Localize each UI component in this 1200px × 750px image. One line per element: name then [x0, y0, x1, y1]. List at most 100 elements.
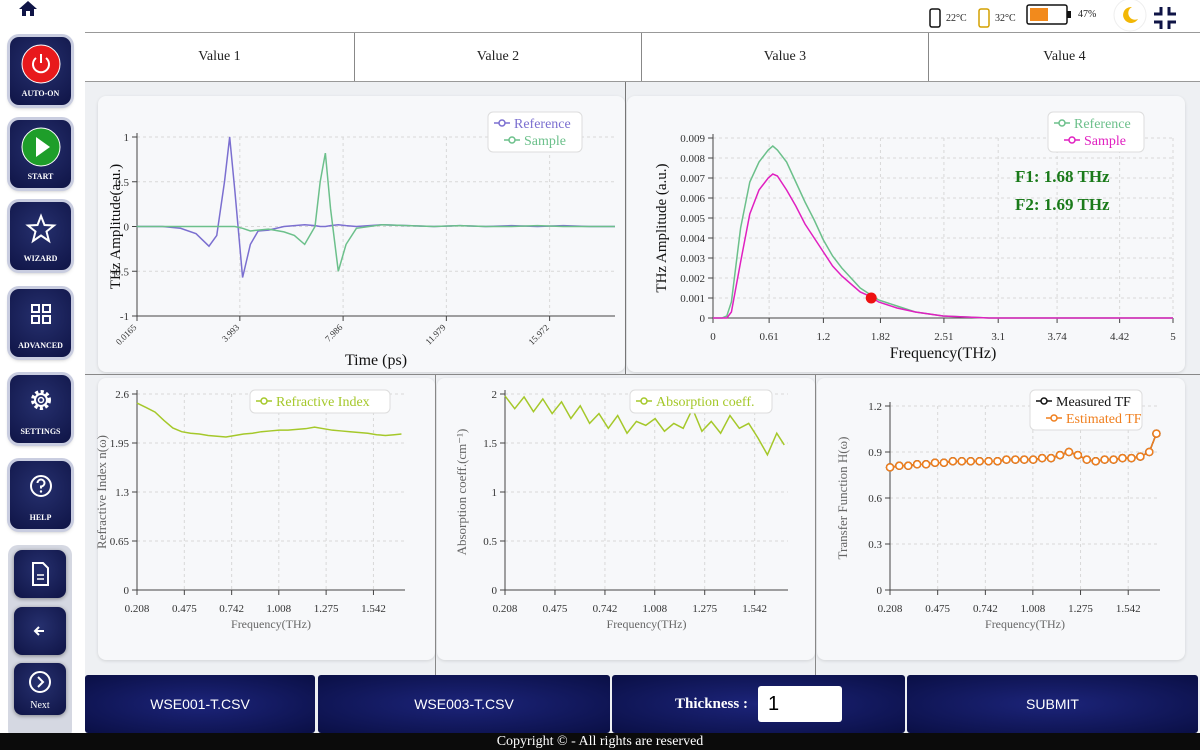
y-tick-label: 1.2 — [868, 401, 882, 413]
y-tick-label: 1 — [124, 132, 130, 144]
y-axis-label: Refractive Index n(ω) — [94, 435, 109, 549]
x-tick-label: 0 — [710, 331, 716, 343]
help-icon — [30, 475, 52, 497]
legend-marker — [1058, 119, 1066, 127]
button-label: HELP — [29, 513, 52, 522]
button-label: Next — [30, 700, 50, 711]
legend-marker — [1040, 397, 1048, 405]
home-icon[interactable] — [18, 0, 38, 16]
thickness-input[interactable]: 1 — [757, 686, 842, 722]
y-tick-label: 0.002 — [680, 273, 705, 285]
x-tick-label: 1.008 — [266, 603, 291, 615]
x-tick-label: 0.475 — [925, 603, 950, 615]
y-tick-label: 0.003 — [680, 253, 705, 265]
y-tick-label: 2 — [492, 389, 498, 401]
x-tick-label: 11.979 — [423, 322, 448, 347]
button-label: WIZARD — [23, 254, 58, 263]
data-point — [1073, 450, 1083, 460]
top-bar: 22°C 32°C 47% — [0, 0, 1200, 32]
button-label: AUTO-ON — [21, 89, 60, 98]
x-tick-label: 1.542 — [1116, 603, 1141, 615]
y-tick-label: 0.5 — [115, 177, 129, 189]
x-tick-label: 15.972 — [526, 322, 551, 347]
x-tick-label: 3.74 — [1047, 331, 1067, 343]
x-tick-label: 0.475 — [172, 603, 197, 615]
charts: -1 -0.5 0 0.5 1 0.0165 3.993 7.986 11.979 15.972 R… — [94, 111, 1176, 631]
legend-marker — [260, 397, 268, 405]
legend — [1029, 389, 1143, 431]
data-point — [1118, 453, 1127, 463]
x-tick-label: 0.208 — [878, 603, 903, 615]
divider — [815, 374, 816, 675]
next-icon — [29, 671, 51, 693]
data-point — [1037, 453, 1047, 463]
x-tick-label: 3.993 — [220, 322, 242, 344]
auto-on-button[interactable]: AUTO-ON — [10, 37, 71, 105]
x-tick-label: 1.542 — [742, 603, 767, 615]
y-axis-label: THz Amplitude (a.u.) — [654, 163, 670, 292]
compress-icon[interactable] — [1152, 5, 1178, 31]
x-tick-label: 7.986 — [323, 322, 345, 344]
button-label: ADVANCED — [18, 341, 63, 350]
x-axis-label: Frequency(THz) — [607, 617, 687, 631]
data-point — [939, 458, 949, 467]
y-tick-label: 0 — [877, 585, 883, 597]
data-point — [921, 460, 931, 469]
button-label: SETTINGS — [20, 427, 61, 436]
theme-toggle[interactable] — [1112, 0, 1148, 34]
y-axis-label: Absorption coeff.(cm⁻¹) — [454, 429, 469, 556]
x-tick-label: 3.1 — [991, 331, 1005, 343]
start-button[interactable]: START — [10, 120, 71, 188]
help-button[interactable]: HELP — [10, 461, 71, 529]
submit-button[interactable]: SUBMIT — [907, 675, 1198, 733]
series-line — [136, 136, 615, 278]
grid-icon — [31, 304, 51, 324]
data-point — [1082, 455, 1092, 464]
settings-button[interactable]: SETTINGS — [10, 375, 71, 443]
back-button[interactable] — [14, 607, 66, 655]
y-tick-label: 0.6 — [868, 493, 882, 505]
divider — [625, 82, 626, 374]
y-tick-label: 0.3 — [868, 539, 882, 551]
legend-label: Refractive Index — [276, 395, 370, 410]
battery-icon — [1026, 4, 1071, 25]
legend-label: Estimated TF — [1066, 412, 1142, 427]
x-tick-label: 0.475 — [543, 603, 568, 615]
file-button[interactable]: WSE001-T.CSV — [85, 675, 315, 733]
legend-label: Reference — [514, 117, 571, 132]
data-point — [1100, 455, 1109, 464]
y-tick-label: 0.007 — [680, 173, 705, 185]
divider — [435, 374, 436, 675]
file-button[interactable]: WSE003-T.CSV — [318, 675, 610, 733]
data-point — [930, 458, 940, 467]
highlight-point — [865, 292, 877, 304]
annotation: F2: 1.69 THz — [1015, 195, 1110, 214]
legend-label: Reference — [1074, 117, 1131, 132]
y-tick-label: 0.009 — [680, 133, 705, 145]
report-button[interactable] — [14, 550, 66, 598]
data-point — [957, 456, 967, 466]
x-tick-label: 0.742 — [973, 603, 998, 615]
y-tick-label: 0.004 — [680, 233, 705, 245]
x-tick-label: 1.008 — [1020, 603, 1045, 615]
data-point — [1091, 456, 1100, 466]
data-point — [1145, 447, 1154, 457]
annotation: F1: 1.68 THz — [1015, 167, 1110, 186]
y-tick-label: 0 — [124, 222, 130, 234]
legend-label: Sample — [1084, 134, 1126, 149]
y-tick-label: 0 — [700, 313, 706, 325]
play-icon — [21, 127, 61, 167]
series-line — [136, 402, 402, 438]
x-tick-label: 0.208 — [125, 603, 150, 615]
x-tick-label: 2.51 — [934, 331, 953, 343]
wizard-button[interactable]: WIZARD — [10, 202, 71, 270]
y-tick-label: 0 — [492, 585, 498, 597]
next-button[interactable]: Next — [14, 663, 66, 715]
data-point — [1136, 452, 1145, 461]
x-axis-label: Time (ps) — [345, 352, 407, 369]
legend-marker — [508, 136, 516, 144]
data-point — [1020, 455, 1029, 464]
y-tick-label: 0.65 — [110, 536, 130, 548]
advanced-button[interactable]: ADVANCED — [10, 289, 71, 357]
x-tick-label: 5 — [1170, 331, 1176, 343]
